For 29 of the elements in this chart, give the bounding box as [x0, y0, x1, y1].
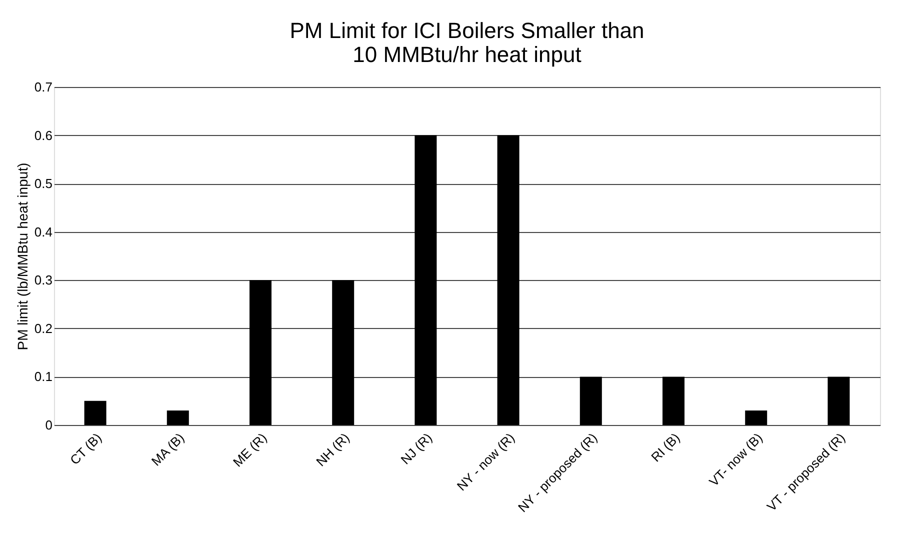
x-tick-label: NY - now (R) — [454, 430, 518, 494]
x-tick-label: CT (B) — [66, 430, 104, 468]
y-tick-label: 0.3 — [34, 272, 52, 288]
bar — [332, 280, 354, 425]
bar — [166, 410, 189, 425]
bar — [250, 280, 272, 425]
bar — [828, 376, 850, 425]
bar — [580, 376, 602, 425]
y-tick-label: 0.7 — [34, 80, 52, 94]
y-tick-label: 0.1 — [34, 369, 52, 384]
x-tick-label: MA (B) — [148, 430, 188, 469]
x-tick-label: RI (B) — [648, 430, 683, 465]
y-axis-title: PM limit (lb/MMBtu heat input) — [14, 162, 30, 350]
bar — [497, 135, 520, 425]
y-tick-label: 0.6 — [34, 128, 52, 143]
x-tick-label: NJ (R) — [398, 430, 435, 468]
x-tick-label: NH (R) — [313, 430, 352, 470]
bar — [84, 400, 106, 425]
y-tick-label: 0 — [45, 418, 52, 432]
y-tick-label: 0.2 — [34, 320, 52, 336]
x-tick-label: VT- now (B) — [706, 430, 766, 490]
bar — [414, 135, 437, 425]
y-tick-label: 0.5 — [34, 176, 52, 192]
text: PM Limit for ICI Boilers Smaller than — [290, 18, 644, 43]
bar — [662, 376, 684, 425]
bar — [745, 410, 768, 425]
text: 10 MMBtu/hr heat input — [352, 42, 582, 67]
x-tick-label: ME (R) — [230, 430, 270, 470]
y-tick-label: 0.4 — [34, 224, 52, 240]
